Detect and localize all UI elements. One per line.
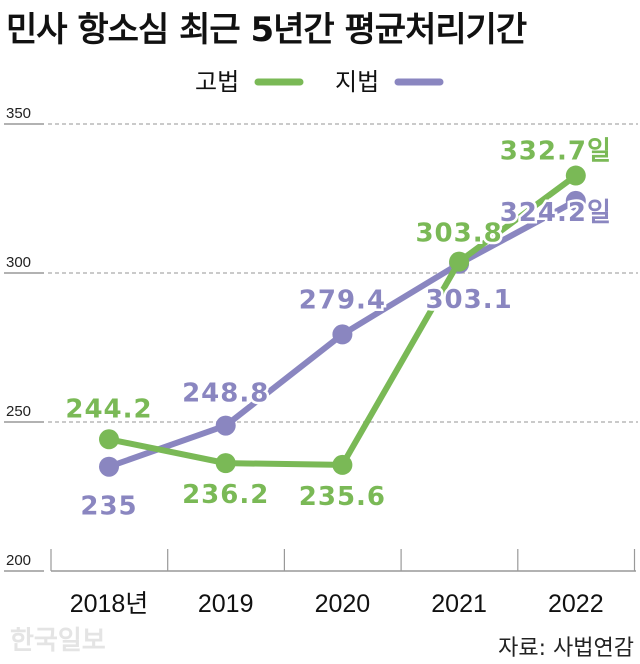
y-tick-label: 350 xyxy=(6,105,31,122)
source-note: 자료: 사법연감 xyxy=(498,636,634,661)
legend-label: 지법 xyxy=(335,68,379,96)
data-label: 235.6 xyxy=(299,482,386,512)
data-label: 279.4 xyxy=(299,285,386,315)
data-label: 303.1 xyxy=(425,285,512,315)
x-tick-label: 2019 xyxy=(198,590,254,618)
data-label: 236.2 xyxy=(182,480,269,510)
data-label: 324.2일 xyxy=(500,198,612,228)
data-label: 303.8 xyxy=(415,219,502,249)
data-label: 332.7일 xyxy=(500,137,612,167)
data-point xyxy=(332,324,353,345)
data-point xyxy=(565,190,586,211)
data-point xyxy=(99,456,119,477)
x-tick-label: 2022 xyxy=(548,590,604,618)
data-label: 235 xyxy=(80,492,137,522)
watermark-logo: 한국일보 xyxy=(10,626,106,656)
chart-title: 민사 항소심 최근 5년간 평균처리기간 xyxy=(6,10,527,50)
y-tick-label: 200 xyxy=(6,552,31,569)
data-point xyxy=(332,454,353,475)
data-point xyxy=(215,415,236,436)
x-tick-label: 2020 xyxy=(315,590,371,618)
data-label: 248.8 xyxy=(182,379,269,409)
data-point xyxy=(565,165,586,186)
x-tick-label: 2018년 xyxy=(70,590,149,618)
data-point xyxy=(449,251,470,272)
x-tick-label: 2021 xyxy=(431,590,487,618)
data-point xyxy=(215,453,236,474)
data-label: 244.2 xyxy=(65,394,152,424)
y-tick-label: 300 xyxy=(6,254,31,271)
data-point xyxy=(99,429,119,450)
y-tick-label: 250 xyxy=(6,403,31,420)
legend-label: 고법 xyxy=(195,68,239,96)
